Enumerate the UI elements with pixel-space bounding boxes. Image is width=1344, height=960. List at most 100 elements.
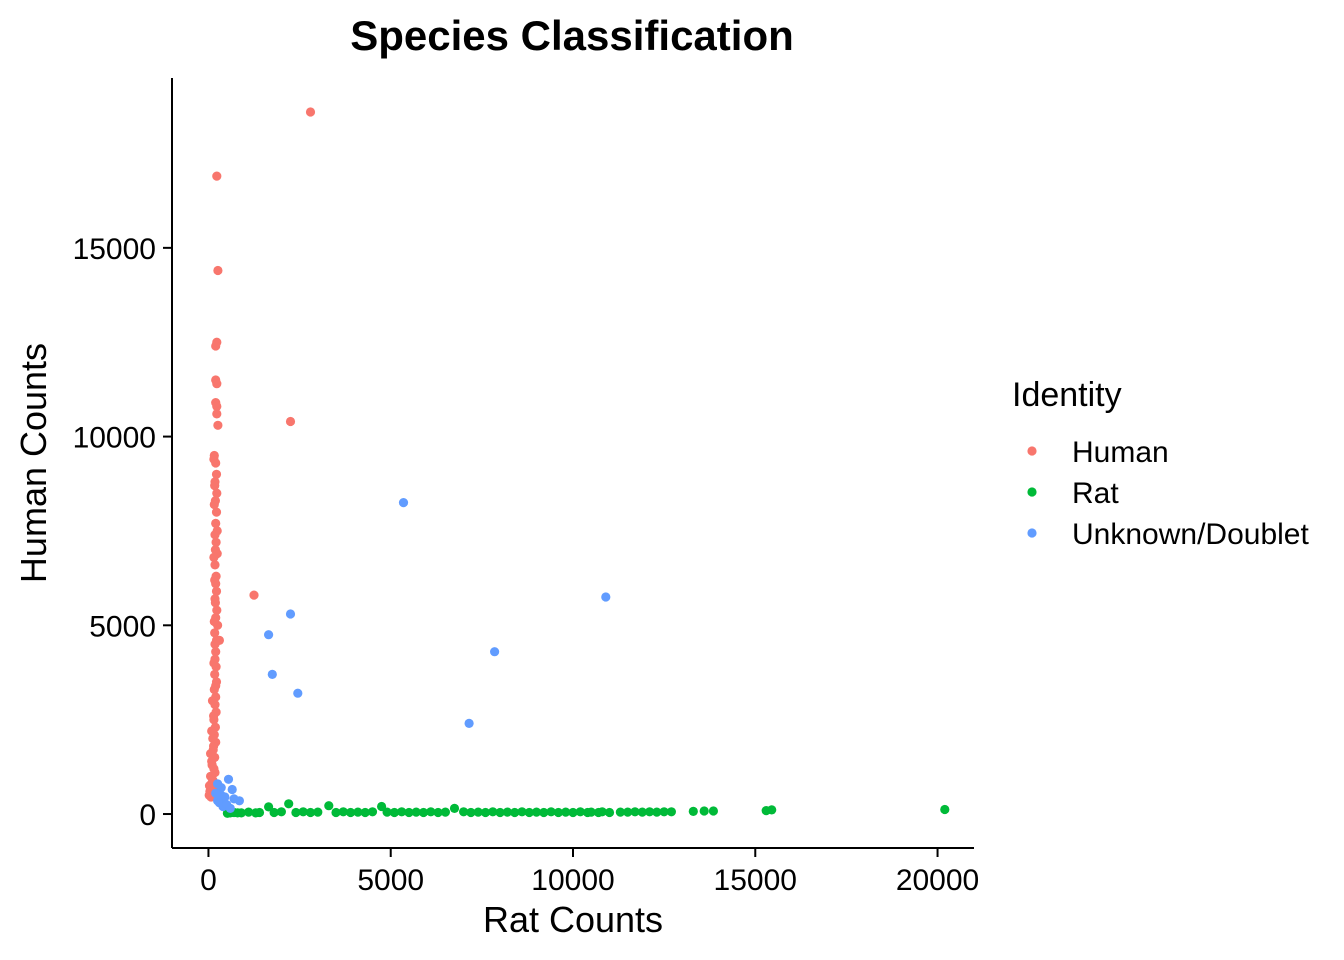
point-unknown-doublet-20 [225,803,235,814]
point-human-65 [206,749,216,759]
point-rat-17 [561,807,571,817]
point-rat-64 [539,807,549,818]
point-rat-38 [284,799,294,809]
x-axis-title: Rat Counts [483,899,663,940]
point-human-28 [249,590,259,600]
point-rat-2 [761,806,771,816]
point-rat-61 [495,807,505,818]
point-human-19 [211,518,221,529]
point-rat-7 [659,807,669,817]
point-human-70 [207,696,218,706]
point-human-2 [213,265,223,276]
point-rat-16 [575,807,585,817]
point-rat-39 [276,807,286,817]
point-rat-62 [510,807,520,818]
point-human-79 [209,499,219,510]
point-human-0 [305,107,316,117]
point-unknown-doublet-10 [216,783,226,793]
point-unknown-doublet-21 [211,788,221,798]
point-unknown-doublet-1 [601,592,611,602]
point-rat-6 [666,807,677,817]
point-human-71 [211,681,221,691]
point-rat-21 [502,807,512,817]
point-rat-26 [440,807,450,817]
point-unknown-doublet-11 [227,784,237,795]
point-rat-35 [324,801,334,811]
point-human-64 [207,756,217,766]
legend-key-unknown-doublet [1027,528,1037,538]
point-human-33 [210,628,220,638]
y-ticks: 0 5000 10000 15000 [73,233,172,832]
y-tick-label-1: 5000 [89,610,156,643]
point-human-73 [210,639,220,649]
point-rat-42 [244,807,254,817]
point-rat-31 [377,801,387,812]
point-human-68 [207,726,217,736]
x-ticks: 0 5000 10000 15000 20000 [200,848,979,897]
point-human-16 [212,488,222,498]
point-rat-36 [313,807,323,817]
point-unknown-doublet-6 [293,688,303,698]
point-rat-23 [473,807,483,817]
legend-label-unknown-doublet: Unknown/Doublet [1072,518,1309,551]
point-rat-68 [593,807,604,818]
point-human-7 [285,416,296,427]
point-rat-32 [367,807,378,817]
point-rat-51 [305,807,316,818]
point-rat-50 [291,807,301,818]
x-tick-label-2: 10000 [531,864,614,897]
point-human-6 [212,379,222,389]
point-rat-57 [418,807,429,818]
point-unknown-doublet-2 [285,609,296,619]
point-human-78 [210,530,220,540]
point-human-36 [211,647,221,657]
point-rat-10 [637,807,647,817]
y-axis-title: Human Counts [13,343,54,583]
legend-key-rat [1027,487,1037,497]
legend-key-human [1027,446,1037,456]
point-rat-5 [688,806,698,817]
point-human-30 [212,605,222,615]
point-human-4 [211,341,221,351]
point-human-76 [210,575,220,585]
point-human-72 [209,658,219,668]
points-layer [204,107,950,818]
x-tick-label-4: 20000 [896,864,979,897]
point-human-24 [210,560,220,570]
point-rat-9 [645,807,655,817]
x-tick-label-1: 5000 [357,864,424,897]
x-tick-label-0: 0 [200,864,217,897]
point-rat-69 [604,807,615,818]
point-human-81 [209,454,219,464]
point-rat-25 [449,803,460,814]
y-tick-label-2: 10000 [73,422,156,455]
point-human-75 [210,598,220,608]
point-rat-12 [623,807,633,817]
point-rat-48 [251,808,261,818]
point-human-80 [210,481,220,491]
point-human-9 [212,401,222,411]
point-human-10 [212,409,222,419]
point-human-11 [213,420,223,430]
point-rat-59 [466,807,476,818]
point-rat-11 [630,807,640,817]
x-tick-label-3: 15000 [714,864,797,897]
point-unknown-doublet-14 [234,796,244,806]
point-rat-24 [459,807,469,817]
point-rat-0 [940,804,950,815]
point-rat-65 [553,807,564,818]
point-rat-34 [338,807,348,817]
legend-title: Identity [1012,376,1122,414]
point-human-14 [211,469,222,479]
point-rat-8 [652,807,662,817]
point-human-67 [208,733,218,744]
point-rat-58 [433,807,443,818]
point-rat-52 [331,807,341,818]
legend-items: Human Rat Unknown/Doublet [1027,436,1309,551]
point-rat-22 [488,807,498,817]
point-unknown-doublet-4 [490,647,500,657]
point-rat-29 [397,807,407,817]
point-rat-33 [353,807,363,817]
point-rat-54 [360,807,370,818]
point-unknown-doublet-7 [464,718,474,729]
